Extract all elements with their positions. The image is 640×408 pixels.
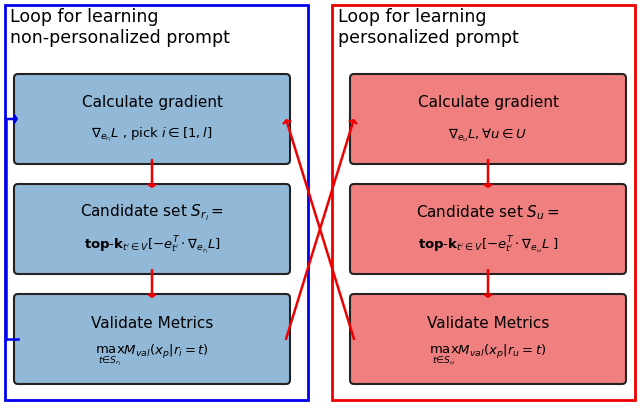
Text: Candidate set $S_u =$: Candidate set $S_u =$	[416, 204, 560, 222]
Text: Validate Metrics: Validate Metrics	[91, 315, 213, 330]
Text: Calculate gradient: Calculate gradient	[81, 95, 223, 111]
Bar	[5, 5, 308, 400]
Text: $\mathbf{top}\text{-}\mathbf{k}_{t'\in V}[-e_{t'}^T \cdot \nabla_{e_u} L\ ]$: $\mathbf{top}\text{-}\mathbf{k}_{t'\in V…	[417, 235, 559, 255]
Text: $\nabla_{e_{r_i}} L$ , pick $i \in [1, l]$: $\nabla_{e_{r_i}} L$ , pick $i \in [1, l…	[92, 126, 212, 144]
FancyBboxPatch shape	[14, 184, 290, 274]
Text: $\mathbf{top}\text{-}\mathbf{k}_{t'\in V}[-e_{t'}^T \cdot \nabla_{e_{r_i}} L]$: $\mathbf{top}\text{-}\mathbf{k}_{t'\in V…	[84, 234, 220, 256]
Text: $\nabla_{e_u} L, \forall u \in U$: $\nabla_{e_u} L, \forall u \in U$	[449, 126, 527, 144]
FancyBboxPatch shape	[14, 294, 290, 384]
Bar	[332, 5, 635, 400]
Text: Loop for learning
non-personalized prompt: Loop for learning non-personalized promp…	[10, 8, 230, 47]
Text: Calculate gradient: Calculate gradient	[417, 95, 559, 111]
FancyBboxPatch shape	[14, 74, 290, 164]
FancyBboxPatch shape	[350, 74, 626, 164]
Text: Loop for learning
personalized prompt: Loop for learning personalized prompt	[338, 8, 519, 47]
Text: $\max_{t\in S_{r_i}} M_{val}(x_p|r_i=t)$: $\max_{t\in S_{r_i}} M_{val}(x_p|r_i=t)$	[95, 342, 209, 368]
Text: Candidate set $S_{r_i} =$: Candidate set $S_{r_i} =$	[80, 203, 224, 223]
FancyBboxPatch shape	[350, 294, 626, 384]
Text: $\max_{t\in S_u} M_{val}(x_p|r_u=t)$: $\max_{t\in S_u} M_{val}(x_p|r_u=t)$	[429, 343, 547, 368]
Text: Validate Metrics: Validate Metrics	[427, 315, 549, 330]
FancyBboxPatch shape	[350, 184, 626, 274]
